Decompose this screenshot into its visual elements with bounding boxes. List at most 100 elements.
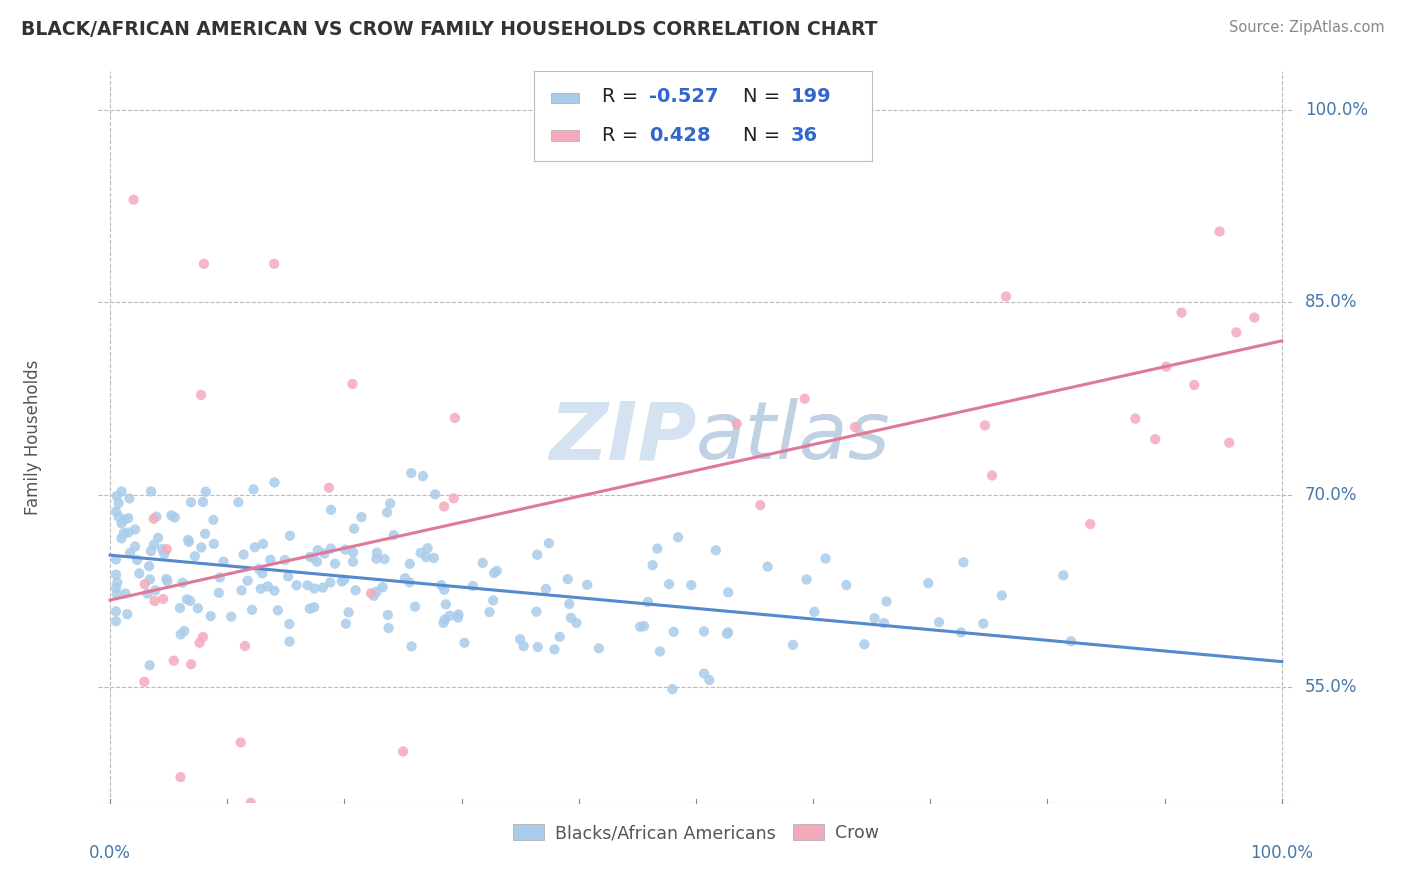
Text: -0.527: -0.527 (650, 87, 718, 106)
Point (873, 616, 896, 631)
Point (366, 546, 388, 560)
Point (482, 566, 505, 580)
Point (239, 796, 262, 810)
Point (863, 611, 886, 625)
Point (219, 609, 242, 624)
Point (1052, 568, 1074, 582)
Point (277, 569, 299, 583)
Point (194, 526, 217, 541)
Point (717, 625, 740, 640)
Point (319, 541, 342, 556)
Point (333, 573, 356, 587)
Point (377, 607, 399, 622)
Point (240, 603, 263, 617)
Point (796, 573, 818, 587)
Point (314, 547, 336, 561)
Point (509, 632, 531, 647)
FancyBboxPatch shape (551, 130, 579, 141)
Point (647, 541, 669, 556)
Point (155, 572, 177, 586)
Point (228, 495, 250, 509)
Point (179, 594, 201, 608)
Point (343, 522, 366, 536)
Point (297, 578, 319, 592)
Point (1144, 432, 1167, 446)
Point (928, 615, 950, 630)
Point (560, 611, 582, 625)
Point (991, 589, 1014, 603)
Point (136, 586, 159, 600)
Point (398, 557, 420, 571)
Point (835, 578, 858, 592)
Point (105, 504, 128, 518)
Point (537, 536, 560, 550)
Point (236, 574, 259, 588)
Text: 100.0%: 100.0% (1250, 845, 1313, 863)
Point (114, 586, 136, 600)
Point (952, 555, 974, 569)
Point (298, 549, 321, 564)
Point (190, 541, 212, 555)
Point (120, 546, 142, 560)
Point (105, 581, 128, 595)
Point (263, 583, 285, 598)
Point (526, 548, 548, 562)
Point (105, 575, 128, 590)
Point (193, 257, 215, 271)
Point (548, 630, 571, 644)
Point (485, 564, 508, 578)
Point (160, 508, 183, 523)
Point (648, 644, 671, 658)
Point (170, 627, 193, 641)
Point (478, 605, 501, 619)
Text: R =: R = (602, 126, 651, 145)
Point (117, 607, 139, 621)
Point (404, 599, 426, 614)
Point (793, 392, 815, 406)
Point (112, 513, 135, 527)
Point (107, 496, 129, 510)
Point (247, 562, 270, 576)
Text: 199: 199 (790, 87, 831, 106)
Point (118, 491, 141, 506)
Point (558, 597, 581, 611)
Point (628, 620, 651, 634)
Point (1170, 305, 1192, 319)
Point (278, 634, 301, 648)
Point (188, 636, 211, 650)
Point (447, 610, 470, 624)
Point (844, 420, 866, 434)
Point (302, 550, 325, 565)
Point (184, 549, 207, 564)
Point (256, 579, 278, 593)
Point (377, 621, 399, 635)
Point (557, 572, 579, 586)
Point (1078, 517, 1101, 532)
Point (128, 566, 150, 581)
Point (749, 498, 772, 512)
Point (512, 639, 534, 653)
Point (725, 417, 748, 431)
Point (443, 491, 465, 506)
Text: Family Households: Family Households (24, 359, 42, 515)
Point (693, 666, 716, 681)
Point (117, 511, 139, 525)
Point (430, 578, 453, 592)
Point (974, 418, 997, 433)
Point (382, 528, 405, 542)
Point (312, 581, 335, 595)
Text: BLACK/AFRICAN AMERICAN VS CROW FAMILY HOUSEHOLDS CORRELATION CHART: BLACK/AFRICAN AMERICAN VS CROW FAMILY HO… (21, 20, 877, 38)
Point (401, 640, 423, 654)
Point (453, 636, 475, 650)
Point (169, 770, 191, 784)
Point (105, 567, 128, 582)
Point (173, 624, 195, 638)
Point (134, 674, 156, 689)
Point (190, 388, 212, 402)
Point (378, 496, 401, 510)
Point (105, 587, 128, 601)
Point (278, 617, 301, 632)
Point (527, 640, 550, 654)
Point (180, 495, 202, 509)
Point (252, 566, 274, 581)
